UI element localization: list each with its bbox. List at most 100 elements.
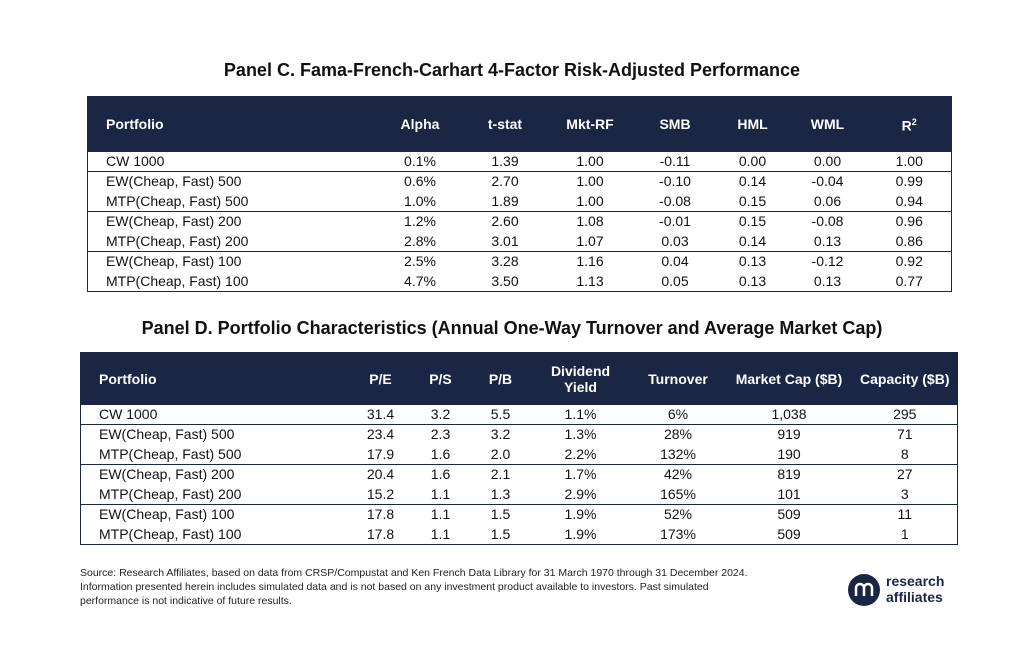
table-cell: 4.7% <box>404 272 436 289</box>
table-row: EW(Cheap, Fast) 200 1.2% 2.60 1.08 -0.01 0.15… <box>87 211 952 232</box>
table-cell: 0.94 <box>895 192 923 209</box>
column-header: Capacity ($B) <box>852 352 958 405</box>
logo-line-2: affiliates <box>886 589 943 605</box>
table-row: EW(Cheap, Fast) 100 17.8 1.1 1.5 1.9% 52% 509 1… <box>80 504 958 525</box>
table-cell: 190 <box>777 445 801 462</box>
table-header-row: Portfolio P/E P/S P/B Dividend Yield Turnover… <box>80 352 958 405</box>
table-cell: 0.92 <box>867 251 952 272</box>
table-cell: 3.01 <box>491 232 519 249</box>
table-cell: 2.2% <box>564 445 597 462</box>
panel-d-table: Portfolio P/E P/S P/B Dividend Yield Turnover… <box>80 352 958 545</box>
table-row: EW(Cheap, Fast) 500 23.4 2.3 3.2 1.3% 28% 919 7… <box>80 424 958 445</box>
table-cell: 0.00 <box>813 152 842 169</box>
column-header: Turnover <box>630 352 726 405</box>
table-cell: 101 <box>777 485 801 502</box>
table-cell: 2.5% <box>377 251 463 272</box>
table-cell: 28% <box>630 424 726 445</box>
table-cell: 31.4 <box>366 405 395 422</box>
table-cell: 1.89 <box>491 192 519 209</box>
table-cell: -0.11 <box>659 152 691 169</box>
column-header: SMB <box>632 96 718 152</box>
row-label: MTP(Cheap, Fast) 100 <box>106 272 249 289</box>
table-cell: 1.08 <box>547 211 633 232</box>
table-cell: 1.00 <box>576 192 604 209</box>
row-label: EW(Cheap, Fast) 200 <box>87 211 378 232</box>
row-label: MTP(Cheap, Fast) 200 <box>99 485 242 502</box>
panel-c-title: Panel C. Fama-French-Carhart 4-Factor Ri… <box>223 60 801 80</box>
table-cell: 0.04 <box>632 251 718 272</box>
table-cell: 23.4 <box>350 424 411 445</box>
table-cell: 3.2 <box>470 424 531 445</box>
table-cell: 2.3 <box>410 424 471 445</box>
table-cell: 0.15 <box>717 211 788 232</box>
superscript: 2 <box>911 117 917 128</box>
row-label: EW(Cheap, Fast) 100 <box>87 251 378 272</box>
table-cell: 2.0 <box>490 445 511 462</box>
column-header: HML <box>717 96 788 152</box>
column-header: R2 <box>867 96 952 152</box>
table-cell: 0.15 <box>738 192 767 209</box>
row-label: MTP(Cheap, Fast) 200 <box>106 232 249 249</box>
table-cell: 0.05 <box>661 272 689 289</box>
table-cell: 0.13 <box>813 232 842 249</box>
table-cell: 165% <box>660 485 696 502</box>
table-cell: 1.2% <box>377 211 463 232</box>
table-cell: 0.13 <box>717 251 788 272</box>
table-cell: 509 <box>725 504 853 525</box>
table-cell: -0.12 <box>787 251 868 272</box>
table-cell: 819 <box>725 464 853 485</box>
table-cell: 52% <box>630 504 726 525</box>
table-header-row: Portfolio Alpha t-stat Mkt-RF SMB HML WML R2 <box>87 96 952 152</box>
table-row: MTP(Cheap, Fast) 100 4.7% 3.50 1.13 0.05 0.13… <box>88 272 952 292</box>
table-cell: 3 <box>900 485 909 502</box>
logo-text: research affiliates <box>886 573 944 605</box>
row-label: EW(Cheap, Fast) 100 <box>80 504 351 525</box>
column-header: t-stat <box>462 96 548 152</box>
table-cell: 2.9% <box>564 485 597 502</box>
row-label: CW 1000 <box>99 405 158 422</box>
table-row: MTP(Cheap, Fast) 500 1.0% 1.89 1.00 -0.08 0.1… <box>88 192 952 212</box>
table-cell: 919 <box>725 424 853 445</box>
column-header: Portfolio <box>87 96 378 152</box>
table-cell: 8 <box>900 445 909 462</box>
table-cell: -0.08 <box>659 192 691 209</box>
table-cell: 1.00 <box>576 152 604 169</box>
table-cell: 20.4 <box>350 464 411 485</box>
row-label: EW(Cheap, Fast) 500 <box>87 171 378 192</box>
table-cell: 1.39 <box>491 152 519 169</box>
table-cell: 1.00 <box>895 152 923 169</box>
table-cell: 1.00 <box>547 171 633 192</box>
table-cell: 509 <box>777 525 801 542</box>
row-label: MTP(Cheap, Fast) 100 <box>99 525 242 542</box>
table-cell: 1.7% <box>530 464 631 485</box>
table-cell: 0.13 <box>738 272 767 289</box>
table-cell: 1.6 <box>410 464 471 485</box>
table-cell: 0.03 <box>661 232 689 249</box>
table-row: MTP(Cheap, Fast) 500 17.9 1.6 2.0 2.2% 132% 19… <box>81 445 958 465</box>
table-cell: 1.1% <box>564 405 597 422</box>
column-header: Mkt-RF <box>547 96 633 152</box>
table-cell: -0.10 <box>632 171 718 192</box>
row-label: EW(Cheap, Fast) 200 <box>80 464 351 485</box>
table-cell: 5.5 <box>490 405 511 422</box>
table-cell: 0.6% <box>377 171 463 192</box>
logo-mark-icon <box>848 574 880 606</box>
table-row: CW 1000 0.1% 1.39 1.00 -0.11 0.00 0.00 1.00 <box>88 152 952 172</box>
table-cell: 0.1% <box>404 152 436 169</box>
table-row: MTP(Cheap, Fast) 100 17.8 1.1 1.5 1.9% 173% 50… <box>81 525 958 545</box>
table-cell: 0.06 <box>813 192 842 209</box>
panel-d-title: Panel D. Portfolio Characteristics (Annu… <box>141 318 883 338</box>
table-cell: 3.28 <box>462 251 548 272</box>
table-cell: 1,038 <box>771 405 807 422</box>
table-cell: -0.08 <box>787 211 868 232</box>
table-row: EW(Cheap, Fast) 500 0.6% 2.70 1.00 -0.10 0.14… <box>87 171 952 192</box>
table-cell: 0.14 <box>738 232 767 249</box>
column-header: Market Cap ($B) <box>725 352 853 405</box>
table-row: EW(Cheap, Fast) 100 2.5% 3.28 1.16 0.04 0.13-… <box>87 251 952 272</box>
table-cell: 0.86 <box>895 232 923 249</box>
table-cell: 1.5 <box>490 525 511 542</box>
table-cell: 2.70 <box>462 171 548 192</box>
column-header: Portfolio <box>80 352 351 405</box>
table-cell: 2.60 <box>462 211 548 232</box>
table-cell: 11 <box>852 504 958 525</box>
